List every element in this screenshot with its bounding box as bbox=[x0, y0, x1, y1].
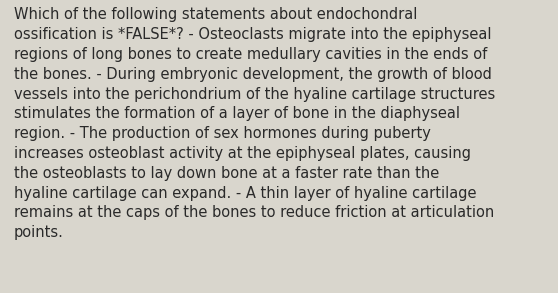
Text: Which of the following statements about endochondral
ossification is *FALSE*? - : Which of the following statements about … bbox=[14, 7, 495, 240]
